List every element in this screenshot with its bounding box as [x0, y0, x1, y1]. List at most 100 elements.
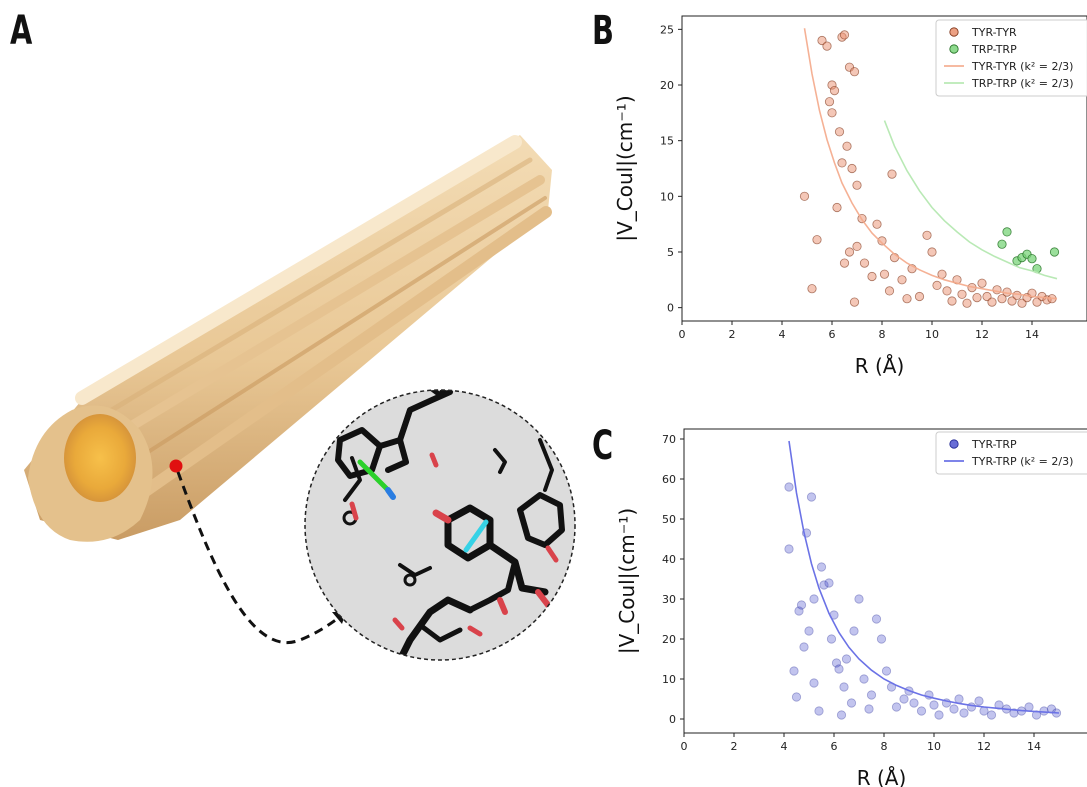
data-point — [872, 219, 882, 229]
data-point — [826, 634, 837, 644]
x-tick-label: 4 — [779, 328, 786, 341]
x-tick-label: 2 — [731, 740, 738, 753]
data-point — [891, 702, 902, 712]
x-tick-label: 10 — [927, 740, 941, 753]
data-point — [1027, 288, 1037, 298]
y-axis-title: |V_Coul|(cm⁻¹) — [613, 95, 637, 241]
legend-label: TYR-TYR — [971, 26, 1017, 39]
data-point — [942, 286, 952, 296]
data-point — [899, 694, 909, 704]
data-point — [997, 239, 1007, 249]
data-point — [932, 280, 942, 290]
data-point — [934, 710, 944, 720]
inset-border — [304, 389, 576, 661]
data-point — [789, 666, 799, 676]
x-tick-label: 12 — [975, 328, 989, 341]
x-tick-label: 8 — [879, 328, 886, 341]
data-point — [839, 682, 849, 692]
data-point — [806, 492, 817, 502]
data-point — [814, 706, 824, 716]
data-point — [916, 706, 927, 716]
data-point — [831, 658, 842, 668]
y-axis-title: |V_Coul|(cm⁻¹) — [615, 508, 639, 654]
data-point — [927, 247, 937, 257]
data-point — [791, 692, 802, 702]
y-tick-label: 0 — [669, 713, 676, 726]
x-tick-label: 6 — [831, 740, 838, 753]
data-point — [837, 158, 847, 168]
x-tick-label: 14 — [1027, 740, 1041, 753]
legend-label: TRP-TRP (k² = 2/3) — [971, 77, 1073, 90]
trp-transition-dipole — [357, 459, 391, 493]
fit-curve — [883, 120, 1058, 280]
data-point — [947, 296, 957, 306]
tryptophan-ring — [335, 427, 383, 479]
data-point — [839, 30, 850, 40]
data-point — [957, 289, 967, 299]
legend-swatch — [949, 439, 959, 449]
data-point — [824, 97, 835, 107]
data-point — [812, 235, 822, 245]
data-point — [854, 594, 864, 604]
data-point — [804, 626, 814, 636]
plot-frame — [683, 428, 1087, 734]
data-point — [1012, 290, 1022, 300]
selection-marker — [169, 459, 183, 473]
data-point — [836, 710, 847, 720]
plot-frame — [681, 15, 1087, 322]
data-point — [966, 702, 977, 712]
y-tick-label: 15 — [660, 135, 674, 148]
data-point — [1039, 706, 1049, 716]
data-point — [824, 578, 834, 588]
data-point — [859, 258, 870, 268]
data-point — [876, 634, 887, 644]
x-axis-title: R (Å) — [855, 354, 905, 378]
data-point — [849, 297, 860, 307]
zoom-inset — [304, 389, 576, 661]
y-tick-label: 5 — [667, 246, 674, 259]
x-tick-label: 10 — [925, 328, 939, 341]
data-point — [1027, 254, 1037, 264]
data-point — [974, 696, 984, 706]
data-point — [842, 141, 852, 151]
data-point — [844, 247, 855, 257]
x-tick-label: 4 — [781, 740, 788, 753]
data-point — [827, 108, 837, 118]
x-tick-label: 0 — [681, 740, 688, 753]
data-point — [832, 202, 842, 213]
data-point — [949, 704, 959, 714]
y-tick-label: 25 — [660, 23, 674, 36]
x-tick-label: 12 — [977, 740, 991, 753]
amyloid-fibril — [24, 135, 552, 542]
data-point — [796, 600, 807, 610]
fibril-core — [64, 414, 136, 502]
data-point — [977, 278, 987, 288]
y-tick-label: 60 — [662, 473, 676, 486]
data-point — [992, 285, 1002, 295]
data-point — [807, 284, 817, 294]
data-point — [954, 694, 964, 704]
y-tick-label: 70 — [662, 433, 676, 446]
data-point — [871, 614, 882, 624]
data-point — [887, 169, 897, 179]
x-axis-title: R (Å) — [857, 766, 907, 787]
data-point — [897, 275, 907, 285]
x-tick-label: 14 — [1025, 328, 1039, 341]
y-tick-label: 40 — [662, 553, 676, 566]
panel-label-b: B — [592, 8, 614, 54]
data-point — [839, 258, 850, 268]
data-point — [849, 626, 859, 636]
y-tick-label: 0 — [667, 302, 674, 315]
data-point — [816, 562, 827, 572]
panel-label-c: C — [592, 423, 614, 469]
legend-box — [935, 19, 1087, 97]
legend-swatch — [949, 27, 959, 37]
y-tick-label: 20 — [660, 79, 674, 92]
data-point — [884, 286, 895, 296]
data-point — [972, 292, 982, 303]
data-point — [859, 674, 869, 684]
data-point — [1009, 708, 1019, 718]
fit-curve — [788, 440, 1060, 714]
data-point — [819, 580, 829, 590]
y-tick-label: 10 — [662, 673, 676, 686]
